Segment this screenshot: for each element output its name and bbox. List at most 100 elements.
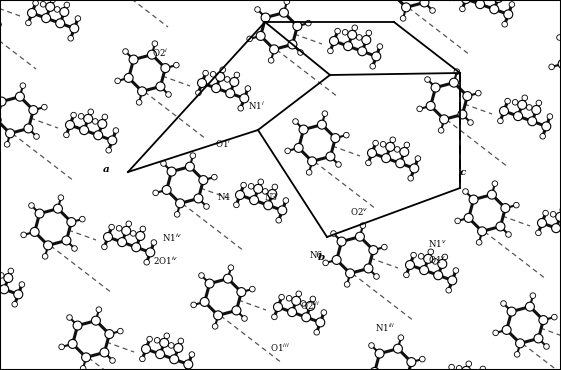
Circle shape	[466, 361, 472, 367]
Circle shape	[50, 0, 56, 3]
Circle shape	[301, 300, 306, 306]
Circle shape	[131, 231, 136, 236]
Circle shape	[189, 352, 195, 357]
Circle shape	[446, 287, 452, 293]
Circle shape	[80, 126, 89, 135]
Circle shape	[20, 83, 26, 88]
Circle shape	[360, 223, 366, 228]
Circle shape	[377, 44, 383, 49]
Circle shape	[27, 9, 36, 17]
Circle shape	[124, 73, 133, 83]
Circle shape	[129, 55, 138, 64]
Circle shape	[152, 41, 158, 47]
Circle shape	[136, 100, 142, 105]
Circle shape	[532, 105, 541, 114]
Circle shape	[477, 227, 486, 236]
Circle shape	[415, 156, 421, 161]
Circle shape	[153, 190, 158, 196]
Circle shape	[245, 86, 251, 91]
Circle shape	[203, 70, 208, 76]
Text: O1$^i$: O1$^i$	[215, 138, 231, 150]
Circle shape	[288, 40, 297, 49]
Circle shape	[154, 337, 160, 343]
Circle shape	[62, 236, 71, 245]
Text: c: c	[460, 168, 466, 177]
Circle shape	[6, 129, 15, 138]
Circle shape	[356, 35, 362, 40]
Circle shape	[0, 22, 1, 27]
Circle shape	[501, 204, 510, 213]
Circle shape	[322, 111, 328, 117]
Circle shape	[214, 311, 223, 320]
Circle shape	[352, 25, 357, 31]
Circle shape	[42, 14, 50, 23]
Circle shape	[398, 335, 404, 340]
Circle shape	[560, 207, 561, 213]
Circle shape	[93, 119, 98, 124]
Circle shape	[4, 273, 13, 282]
Circle shape	[146, 248, 155, 257]
Circle shape	[64, 2, 70, 8]
Circle shape	[434, 271, 443, 280]
Circle shape	[335, 162, 341, 167]
Circle shape	[67, 315, 72, 320]
Circle shape	[476, 239, 482, 245]
Circle shape	[356, 232, 365, 241]
Circle shape	[45, 2, 54, 11]
Circle shape	[249, 184, 254, 189]
Circle shape	[321, 310, 327, 315]
Circle shape	[212, 323, 218, 329]
Circle shape	[536, 230, 541, 236]
Circle shape	[480, 366, 486, 370]
Circle shape	[132, 243, 141, 252]
Circle shape	[67, 218, 76, 226]
Circle shape	[406, 260, 415, 269]
Circle shape	[410, 164, 419, 173]
Circle shape	[100, 348, 109, 357]
Circle shape	[98, 120, 107, 128]
Circle shape	[254, 184, 263, 194]
Circle shape	[178, 338, 183, 344]
Circle shape	[21, 232, 26, 238]
Circle shape	[110, 358, 116, 363]
Circle shape	[108, 136, 117, 145]
Circle shape	[26, 20, 31, 26]
Circle shape	[276, 218, 282, 223]
Circle shape	[200, 297, 209, 306]
Circle shape	[504, 10, 513, 19]
Circle shape	[151, 240, 157, 245]
Circle shape	[417, 106, 422, 112]
Circle shape	[279, 294, 284, 300]
Circle shape	[126, 221, 132, 226]
Text: N1$^v$: N1$^v$	[428, 238, 447, 249]
Circle shape	[194, 194, 203, 203]
Circle shape	[364, 264, 373, 273]
Circle shape	[419, 253, 424, 259]
Circle shape	[16, 92, 25, 101]
Circle shape	[226, 89, 234, 98]
Circle shape	[370, 367, 379, 370]
Circle shape	[296, 291, 302, 297]
Circle shape	[526, 302, 535, 311]
Circle shape	[237, 287, 246, 297]
Circle shape	[343, 132, 349, 138]
Circle shape	[502, 326, 511, 334]
Circle shape	[539, 316, 548, 324]
Circle shape	[80, 366, 86, 370]
Circle shape	[106, 148, 112, 153]
Circle shape	[299, 125, 308, 134]
Circle shape	[144, 259, 149, 265]
Circle shape	[381, 244, 387, 250]
Circle shape	[556, 212, 561, 221]
Circle shape	[104, 232, 113, 242]
Circle shape	[381, 154, 390, 163]
Circle shape	[307, 157, 316, 166]
Circle shape	[8, 268, 13, 274]
Circle shape	[190, 153, 196, 158]
Circle shape	[278, 206, 287, 215]
Circle shape	[394, 147, 400, 152]
Circle shape	[264, 201, 273, 210]
Circle shape	[306, 302, 315, 310]
Circle shape	[109, 224, 114, 230]
Circle shape	[512, 100, 518, 105]
